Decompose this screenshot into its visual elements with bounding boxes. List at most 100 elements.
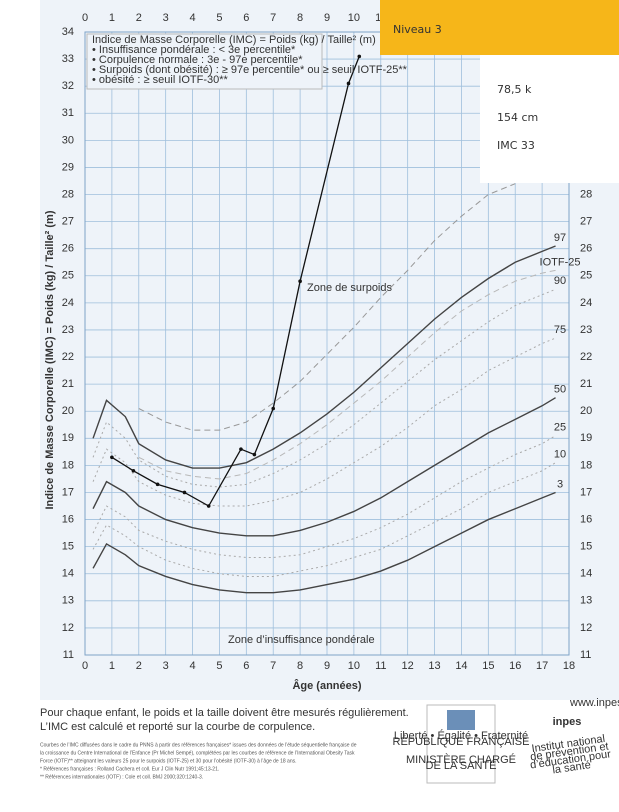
x-axis-label: Âge (années) — [292, 679, 361, 692]
patient-point — [357, 54, 362, 59]
patient-point — [131, 469, 136, 473]
y-tick-label: 22 — [62, 351, 74, 363]
y-tick-label: 11 — [63, 649, 74, 661]
y-tick-label: 31 — [62, 107, 74, 119]
legend-text: • Insuffisance pondérale : < 3e percenti… — [92, 44, 296, 56]
x-tick-label: 7 — [270, 660, 276, 672]
x-tick-label: 3 — [163, 660, 169, 672]
percentile-curve — [92, 245, 556, 469]
republic-text: RÉPUBLIQUE FRANÇAISE — [393, 735, 530, 748]
ministry-text: MINISTÈRE CHARGÉ — [406, 753, 516, 766]
curve-label: IOTF-25 — [540, 256, 581, 268]
y-tick-label: 12 — [62, 622, 74, 634]
x-tick-label: 18 — [563, 660, 575, 672]
x-tick-label: 6 — [243, 660, 249, 672]
y-tick-label: 23 — [580, 324, 592, 336]
y-tick-label: 15 — [580, 541, 592, 553]
footer-line: Pour chaque enfant, le poids et la taill… — [40, 707, 409, 719]
y-tick-label: 23 — [62, 324, 74, 336]
y-tick-label: 19 — [62, 432, 74, 444]
inpes-logo: inpes — [553, 716, 582, 728]
curve-label: 50 — [554, 384, 566, 396]
y-tick-label: 21 — [62, 378, 74, 390]
percentile-curve — [92, 397, 556, 537]
y-tick-label: 24 — [580, 297, 592, 309]
y-tick-label: 26 — [62, 243, 74, 255]
x-tick-label: 0 — [82, 12, 88, 24]
curve-label: 97 — [554, 232, 566, 244]
y-tick-label: 18 — [62, 459, 74, 471]
y-tick-label: 16 — [62, 513, 74, 525]
y-tick-label: 12 — [580, 622, 592, 634]
footer-note: ** Références internationales (IOTF) : C… — [40, 774, 203, 780]
y-tick-label: 17 — [580, 486, 592, 498]
y-tick-label: 34 — [62, 26, 74, 38]
patient-point — [298, 279, 302, 284]
x-tick-label: 12 — [402, 660, 414, 672]
level-title: Niveau 3 — [393, 23, 442, 36]
republic-text: Liberté • Égalité • Fraternité — [394, 729, 528, 742]
x-tick-label: 1 — [109, 12, 115, 24]
y-tick-label: 20 — [62, 405, 74, 417]
x-tick-label: 10 — [348, 12, 360, 24]
x-tick-label: 4 — [189, 12, 195, 24]
patient-point — [346, 81, 351, 86]
footer-note: Courbes de l’IMC diffusées dans le cadre… — [40, 742, 357, 748]
legend-text: Indice de Masse Corporelle (IMC) = Poids… — [92, 34, 376, 46]
legend-text: • obésité : ≥ seuil IOTF-30** — [92, 74, 229, 86]
y-tick-label: 25 — [62, 270, 74, 282]
inpes-url: www.inpes.sante.fr — [569, 697, 619, 709]
percentile-curve — [138, 269, 556, 480]
legend-box — [86, 33, 323, 90]
x-tick-label: 10 — [348, 660, 360, 672]
footer-note: la croissance du Centre International de… — [40, 750, 355, 756]
x-tick-label: 3 — [163, 12, 169, 24]
annotation: Zone d’insuffisance pondérale — [228, 634, 375, 646]
flag — [447, 710, 475, 730]
x-tick-label: 9 — [324, 660, 330, 672]
y-tick-label: 13 — [580, 595, 592, 607]
y-tick-label: 27 — [62, 216, 74, 228]
y-tick-label: 18 — [580, 459, 592, 471]
patient-point — [206, 504, 211, 508]
legend-text: • Surpoids (dont obésité) : ≥ 97e percen… — [92, 64, 408, 76]
y-tick-label: 13 — [62, 595, 74, 607]
curve-label: 10 — [554, 449, 566, 461]
x-tick-label: 8 — [297, 12, 303, 24]
plot-frame — [84, 31, 570, 656]
level-box — [380, 0, 619, 55]
curve-label: 75 — [554, 324, 566, 336]
y-tick-label: 28 — [580, 188, 592, 200]
y-tick-label: 19 — [580, 432, 592, 444]
y-tick-label: 21 — [580, 378, 592, 390]
y-tick-label: 15 — [62, 541, 74, 553]
y-tick-label: 11 — [580, 649, 591, 661]
x-tick-label: 8 — [297, 660, 303, 672]
y-tick-label: 28 — [62, 188, 74, 200]
y-tick-label: 14 — [580, 568, 592, 580]
y-tick-label: 29 — [62, 161, 74, 173]
curve-label: 90 — [554, 275, 566, 287]
y-tick-label: 24 — [62, 297, 74, 309]
x-tick-label: 17 — [536, 660, 548, 672]
y-tick-label: 25 — [580, 270, 592, 282]
x-tick-label: 5 — [216, 660, 222, 672]
y-tick-label: 16 — [580, 513, 592, 525]
percentile-curve — [92, 337, 556, 507]
y-tick-label: 30 — [62, 134, 74, 146]
x-tick-label: 5 — [216, 12, 222, 24]
x-tick-label: 11 — [375, 660, 386, 672]
x-tick-label: 15 — [482, 660, 494, 672]
percentile-curve — [92, 288, 556, 488]
y-tick-label: 14 — [62, 568, 74, 580]
x-tick-label: 16 — [509, 660, 521, 672]
info-box — [480, 55, 619, 183]
percentile-curve — [92, 462, 556, 577]
x-tick-label: 6 — [243, 12, 249, 24]
footer-note: Force (IOTF)** atteignant les valeurs 25… — [40, 758, 297, 764]
inpes-desc: la santé — [552, 759, 592, 776]
annotation: Zone de surpoids — [307, 282, 392, 294]
x-tick-label: 7 — [270, 12, 276, 24]
patient-point — [252, 452, 257, 457]
patient-point — [155, 482, 160, 487]
